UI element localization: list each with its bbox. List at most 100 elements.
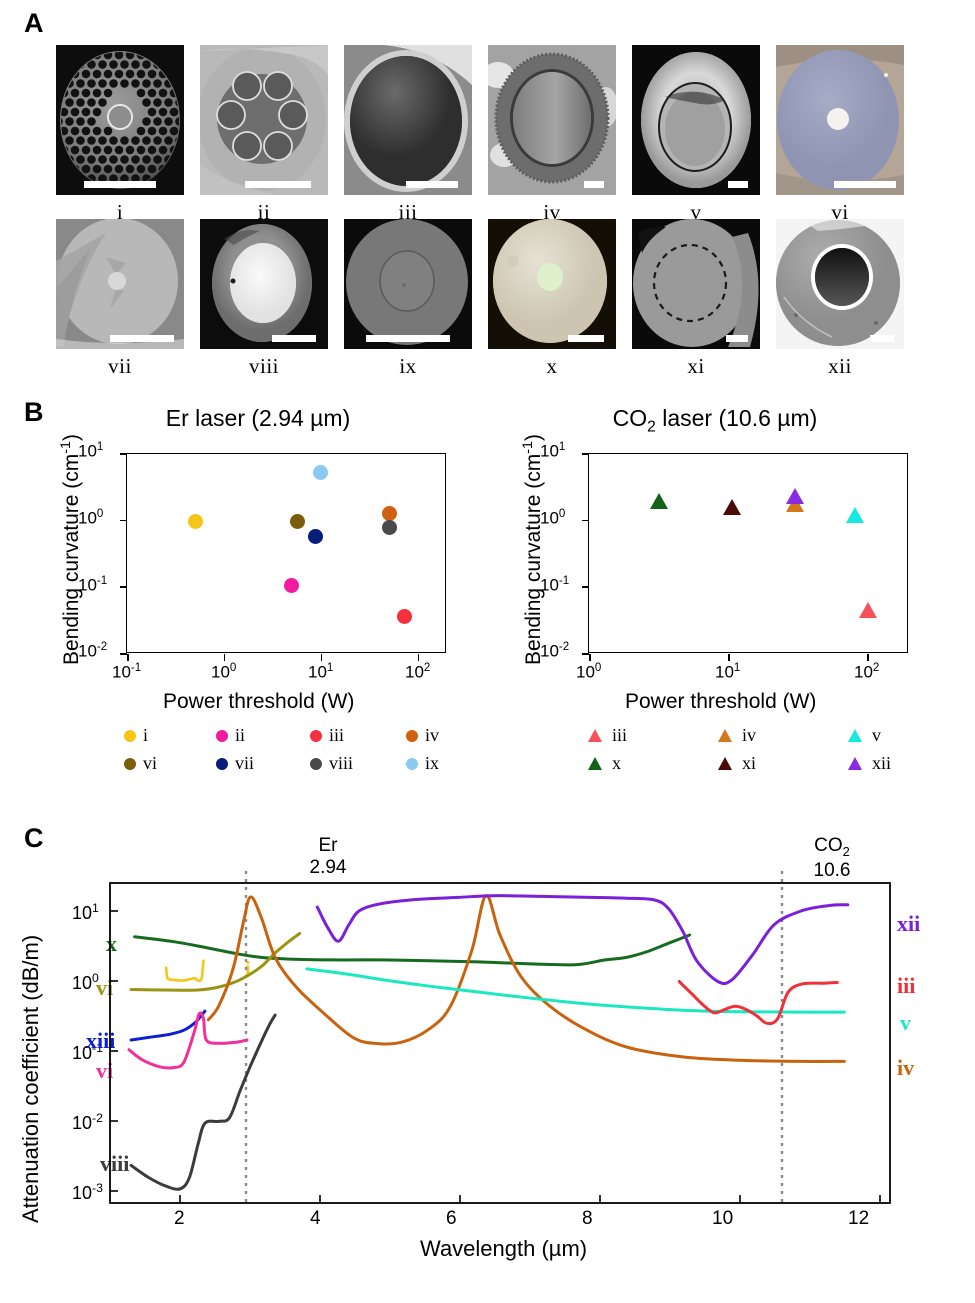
fiber-cell-vii: vii xyxy=(56,219,184,377)
fiber-cell-vi: vi xyxy=(776,45,904,223)
fiber-cell-viii: viii xyxy=(200,219,328,377)
fiber-image-vii xyxy=(56,219,184,349)
chart-er-laser-title: Er laser (2.94 µm) xyxy=(165,405,351,431)
er-ytick-0: 100 xyxy=(78,508,104,528)
series-curve-xii xyxy=(315,894,850,986)
fiber-cell-xii: xii xyxy=(776,219,904,377)
series-curve-viii xyxy=(129,1013,277,1191)
fiber-image-ii xyxy=(200,45,328,195)
er-ytick-m1: 10-1 xyxy=(78,575,108,595)
legend-item-ix: ix xyxy=(406,753,439,774)
annotation-co2-name: CO2 xyxy=(814,835,850,859)
co2-ytick-1: 101 xyxy=(540,441,566,461)
fiber-cell-iii: iii xyxy=(344,45,472,223)
panel-a-row-2: vii viii xyxy=(56,219,904,377)
legend-marker-iv xyxy=(406,729,418,742)
scale-bar-vii xyxy=(110,335,174,342)
att-ytick-m1: 10-1 xyxy=(72,1041,103,1063)
legend-marker-xi xyxy=(718,757,732,770)
scale-bar-x xyxy=(568,335,604,342)
scale-bar-ii xyxy=(245,181,311,188)
legend-marker-vii xyxy=(216,757,228,770)
fiber-caption-iii: iii xyxy=(398,200,418,224)
co2-ytick-m2: 10-2 xyxy=(540,641,570,661)
legend-item-iv: iv xyxy=(406,725,439,746)
scale-bar-ix xyxy=(366,335,450,342)
fiber-caption-iv: iv xyxy=(543,200,561,224)
fiber-caption-vi: vi xyxy=(831,200,849,224)
att-xtick-4: 4 xyxy=(310,1208,321,1229)
scale-bar-viii xyxy=(272,335,316,342)
scale-bar-iii xyxy=(406,181,458,188)
co2-xtick-1: 101 xyxy=(715,662,741,682)
legend-marker-vi xyxy=(124,757,136,770)
fiber-cell-x: x xyxy=(488,219,616,377)
legend-label-vii: vii xyxy=(235,753,255,773)
er-ytick-m2: 10-2 xyxy=(78,641,108,661)
chart-er-laser-ylabel: Bending curvature (cm-1) xyxy=(58,434,83,665)
att-xtick-2: 2 xyxy=(174,1208,185,1229)
fiber-cell-xi: xi xyxy=(632,219,760,377)
legend-item-iv: iv xyxy=(718,725,756,746)
panel-c-letter: C xyxy=(24,823,44,853)
fiber-image-xii xyxy=(776,219,904,349)
data-point-ii xyxy=(284,577,300,593)
att-ytick-m2: 10-2 xyxy=(72,1111,103,1133)
data-point-iii xyxy=(859,602,878,619)
legend-label-iv: iv xyxy=(742,725,757,745)
data-point-viii xyxy=(381,520,397,536)
legend-label-iii: iii xyxy=(329,725,345,745)
legend-label-xi: xi xyxy=(742,753,757,773)
data-point-vii xyxy=(307,528,323,544)
panel-a-row-1: i xyxy=(56,45,904,223)
series-curve-vi-pink xyxy=(127,1011,249,1070)
co2-ytick-m1: 10-1 xyxy=(540,575,570,595)
series-label-vi-olive: vi xyxy=(96,975,114,1000)
scale-bar-iv xyxy=(584,181,604,188)
legend-item-xi: xi xyxy=(718,753,756,774)
att-xtick-12: 12 xyxy=(848,1208,870,1229)
chart-co2-laser-title: CO2 laser (10.6 µm) xyxy=(612,405,818,436)
annotation-er-name: Er xyxy=(318,835,338,856)
scale-bar-v xyxy=(728,181,748,188)
series-curve-iv xyxy=(206,894,846,1063)
legend-item-xii: xii xyxy=(848,753,891,774)
fiber-cell-v: v xyxy=(632,45,760,223)
legend-marker-v xyxy=(848,729,862,742)
legend-item-x: x xyxy=(588,753,621,774)
legend-item-iii: iii xyxy=(588,725,627,746)
fiber-image-ix xyxy=(344,219,472,349)
legend-label-vi: vi xyxy=(143,753,158,773)
fiber-caption-vii: vii xyxy=(108,354,132,378)
co2-xtick-0: 100 xyxy=(576,662,602,682)
legend-item-vii: vii xyxy=(216,753,254,774)
legend-item-i: i xyxy=(124,725,148,746)
legend-label-iii: iii xyxy=(612,725,628,745)
legend-marker-xii xyxy=(848,757,862,770)
legend-marker-iii xyxy=(588,729,602,742)
fiber-image-i xyxy=(56,45,184,195)
fiber-caption-v: v xyxy=(690,200,702,224)
co2-xtick-2: 102 xyxy=(854,662,880,682)
legend-item-v: v xyxy=(848,725,881,746)
annotation-co2: CO2 10.6 xyxy=(792,835,872,882)
fiber-image-viii xyxy=(200,219,328,349)
chart-er-laser: Er laser (2.94 µm) Bending curvature (cm… xyxy=(48,405,468,773)
legend-label-i: i xyxy=(143,725,149,745)
legend-item-vi: vi xyxy=(124,753,157,774)
legend-item-iii: iii xyxy=(310,725,344,746)
legend-marker-ix xyxy=(406,757,418,770)
annotation-co2-value: 10.6 xyxy=(813,859,851,881)
scale-bar-i xyxy=(84,181,156,188)
fiber-cell-ii: ii xyxy=(200,45,328,223)
panel-c-attenuation-spectra: C Er 2.94 CO2 10.6 Attenuation coefficie… xyxy=(0,823,975,1303)
fiber-caption-ix: ix xyxy=(399,354,417,378)
legend-marker-iii xyxy=(310,729,322,742)
legend-marker-ii xyxy=(216,729,228,742)
series-curve-iii xyxy=(677,980,839,1026)
att-ytick-m3: 10-3 xyxy=(72,1181,103,1203)
annotation-er-value: 2.94 xyxy=(309,856,347,878)
series-label-i: i xyxy=(245,958,251,980)
chart-co2-laser: CO2 laser (10.6 µm) Bending curvature (c… xyxy=(510,405,940,773)
data-point-vi xyxy=(289,514,305,530)
